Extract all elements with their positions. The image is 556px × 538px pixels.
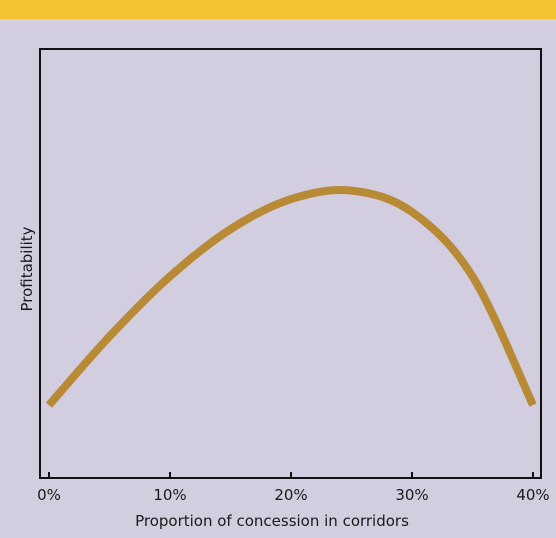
chart-svg: 0% 10% 20% 30% 40% Profitability Proportion … [18, 48, 550, 530]
header-bar [0, 0, 556, 19]
profitability-curve [45, 186, 537, 408]
y-axis-label: Profitability [18, 226, 36, 311]
x-tick-label: 0% [37, 486, 61, 504]
x-tick-label: 30% [395, 486, 428, 504]
x-axis-label: Proportion of concession in corridors [135, 512, 409, 530]
x-tick-label: 20% [274, 486, 307, 504]
chart-container: 0% 10% 20% 30% 40% Profitability Proportion … [0, 19, 556, 534]
x-tick-label: 40% [516, 486, 549, 504]
x-tick-label: 10% [153, 486, 186, 504]
x-ticks: 0% 10% 20% 30% 40% [37, 472, 550, 504]
